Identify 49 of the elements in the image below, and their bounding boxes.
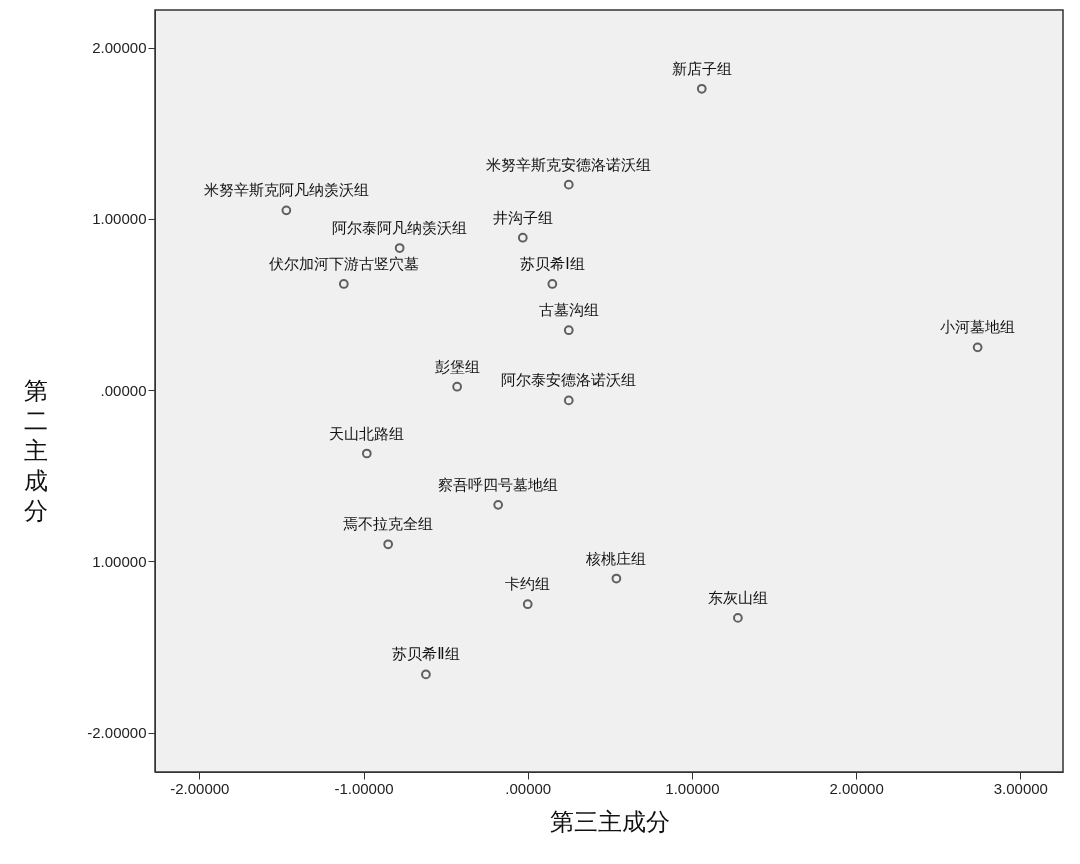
- annotation: 天山北路组: [329, 424, 405, 442]
- annotation: 阿尔泰安德洛诺沃组: [501, 371, 637, 389]
- point: [522, 599, 533, 610]
- point: [972, 342, 983, 353]
- x-tick-label: 3.00000: [993, 779, 1048, 797]
- y-tick-label: -2.00000: [87, 724, 147, 742]
- point: [281, 205, 292, 216]
- y-tick-label: .00000: [100, 381, 147, 399]
- x-axis-title: 第三主成分: [549, 807, 670, 835]
- point: [733, 613, 743, 623]
- annotation: 小河墓地组: [940, 318, 1016, 336]
- annotation: 彭堡组: [434, 357, 480, 375]
- point: [563, 395, 574, 406]
- y-tick-label: 2.00000: [92, 39, 147, 57]
- x-tick-label: 1.00000: [665, 779, 720, 797]
- y-tick-label: 1.00000: [92, 552, 147, 570]
- annotation: 东灰山组: [707, 588, 768, 606]
- x-tick-label: -2.00000: [170, 779, 230, 797]
- annotation: 焉不拉克全组: [343, 515, 434, 533]
- point: [361, 448, 372, 459]
- annotation: 新店子组: [671, 59, 732, 77]
- point: [517, 232, 528, 243]
- annotation: 米努辛斯克安德洛诺沃组: [486, 155, 652, 173]
- annotation: 井沟子组: [492, 208, 553, 226]
- point: [383, 539, 394, 550]
- x-tick-label: 2.00000: [829, 779, 884, 797]
- x-tick-label: -1.00000: [334, 779, 394, 797]
- point: [547, 279, 558, 289]
- annotation: 古墓沟组: [538, 301, 599, 319]
- point: [611, 573, 622, 584]
- point: [394, 243, 405, 253]
- annotation: 伏尔加河下游古竖穴墓: [268, 254, 419, 272]
- point: [493, 500, 504, 510]
- annotation: 米努辛斯克阿凡纳羡沃组: [203, 181, 369, 199]
- point: [338, 279, 349, 289]
- y-tick-label: 1.00000: [92, 210, 147, 228]
- x-tick-label: .00000: [505, 779, 552, 797]
- annotation: 苏贝希Ⅰ组: [520, 254, 585, 272]
- point: [563, 325, 574, 336]
- point: [696, 83, 707, 94]
- annotation: 察吾呼四号墓地组: [438, 475, 559, 493]
- annotation: 卡约组: [505, 575, 551, 593]
- y-axis-title: 第二主成分: [23, 376, 48, 524]
- annotation: 苏贝希Ⅱ组: [392, 645, 460, 663]
- point: [421, 669, 431, 680]
- point: [563, 179, 574, 190]
- point: [452, 381, 462, 392]
- annotation: 阿尔泰阿凡纳羡沃组: [332, 219, 468, 237]
- annotation: 核桃庄组: [585, 549, 647, 567]
